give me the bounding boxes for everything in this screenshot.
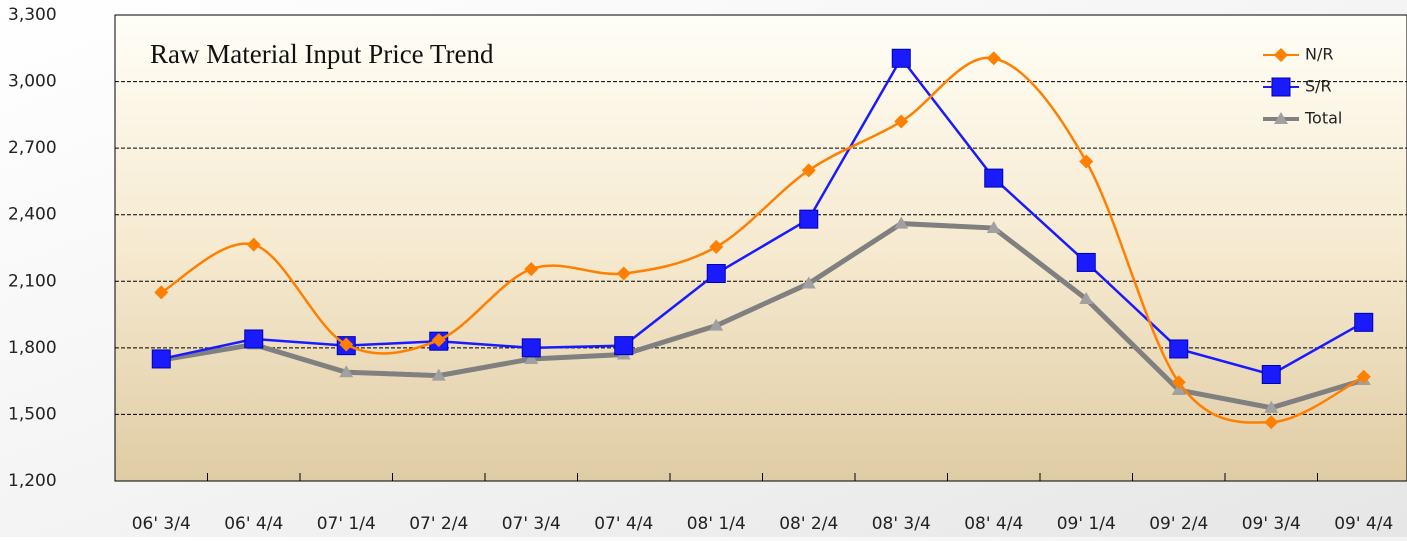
marker xyxy=(799,209,819,229)
marker xyxy=(1271,77,1291,97)
marker xyxy=(616,266,631,281)
legend-label: S/R xyxy=(1305,77,1332,96)
marker xyxy=(1274,112,1288,124)
marker xyxy=(614,336,634,356)
legend-label: N/R xyxy=(1305,45,1333,64)
marker xyxy=(891,48,911,68)
y-tick-label: 2,100 xyxy=(8,271,57,291)
x-tick-label: 09' 3/4 xyxy=(1242,514,1301,534)
chart-title: Raw Material Input Price Trend xyxy=(150,39,494,69)
marker xyxy=(894,114,909,129)
marker xyxy=(521,338,541,358)
marker xyxy=(246,237,261,252)
marker xyxy=(431,368,446,381)
marker xyxy=(986,51,1001,66)
y-tick-label: 1,800 xyxy=(8,338,57,358)
marker xyxy=(431,333,446,348)
x-tick-label: 07' 1/4 xyxy=(317,514,376,534)
marker xyxy=(709,239,724,254)
marker xyxy=(1076,252,1096,272)
marker xyxy=(1264,415,1279,430)
series-line xyxy=(160,56,1365,424)
x-tick-label: 07' 2/4 xyxy=(409,514,468,534)
marker xyxy=(1171,375,1186,390)
y-tick-label: 3,300 xyxy=(8,5,57,25)
series-line xyxy=(160,221,1365,411)
x-tick-label: 07' 4/4 xyxy=(594,514,653,534)
marker xyxy=(524,262,539,277)
x-tick-label: 09' 2/4 xyxy=(1149,514,1208,534)
marker xyxy=(1261,364,1281,384)
x-tick-label: 06' 4/4 xyxy=(224,514,283,534)
legend-label: Total xyxy=(1304,109,1342,128)
marker xyxy=(801,276,816,289)
marker xyxy=(1079,292,1094,305)
marker xyxy=(894,216,909,229)
series-line xyxy=(160,56,1365,376)
y-tick-label: 2,400 xyxy=(8,205,57,225)
marker xyxy=(524,351,539,364)
x-tick-label: 08' 1/4 xyxy=(687,514,746,534)
marker xyxy=(1169,339,1189,359)
y-tick-label: 2,700 xyxy=(8,138,57,158)
x-tick-label: 06' 3/4 xyxy=(132,514,191,534)
marker xyxy=(984,168,1004,188)
marker xyxy=(1354,312,1374,332)
y-tick-label: 1,200 xyxy=(8,471,57,491)
x-tick-label: 08' 3/4 xyxy=(872,514,931,534)
marker xyxy=(1274,48,1288,62)
marker xyxy=(339,337,354,352)
marker xyxy=(1356,369,1371,384)
x-tick-label: 08' 4/4 xyxy=(964,514,1023,534)
y-tick-label: 1,500 xyxy=(8,404,57,424)
marker xyxy=(1264,400,1279,413)
y-tick-label: 3,000 xyxy=(8,72,57,92)
marker xyxy=(801,163,816,178)
marker xyxy=(1079,154,1094,169)
x-tick-label: 09' 1/4 xyxy=(1057,514,1116,534)
marker xyxy=(709,318,724,331)
marker xyxy=(151,349,171,369)
marker xyxy=(244,329,264,349)
x-tick-label: 09' 4/4 xyxy=(1334,514,1393,534)
marker xyxy=(986,221,1001,234)
x-tick-label: 08' 2/4 xyxy=(779,514,838,534)
marker xyxy=(154,285,169,300)
marker xyxy=(339,365,354,378)
marker xyxy=(706,264,726,284)
x-tick-label: 07' 3/4 xyxy=(502,514,561,534)
